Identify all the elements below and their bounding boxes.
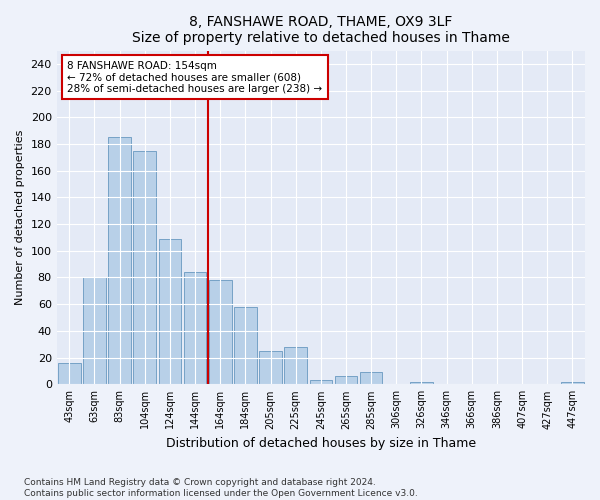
Y-axis label: Number of detached properties: Number of detached properties xyxy=(15,130,25,305)
Bar xyxy=(561,382,584,384)
Bar xyxy=(108,138,131,384)
Bar xyxy=(335,376,358,384)
Bar xyxy=(184,272,206,384)
Text: Contains HM Land Registry data © Crown copyright and database right 2024.
Contai: Contains HM Land Registry data © Crown c… xyxy=(24,478,418,498)
Bar xyxy=(284,347,307,385)
Text: 8 FANSHAWE ROAD: 154sqm
← 72% of detached houses are smaller (608)
28% of semi-d: 8 FANSHAWE ROAD: 154sqm ← 72% of detache… xyxy=(67,60,322,94)
Bar xyxy=(234,307,257,384)
Bar xyxy=(410,382,433,384)
Bar xyxy=(58,363,80,384)
Bar xyxy=(360,372,382,384)
Title: 8, FANSHAWE ROAD, THAME, OX9 3LF
Size of property relative to detached houses in: 8, FANSHAWE ROAD, THAME, OX9 3LF Size of… xyxy=(132,15,510,45)
Bar xyxy=(133,150,156,384)
Bar xyxy=(158,239,181,384)
Bar xyxy=(209,280,232,384)
Bar xyxy=(310,380,332,384)
Bar xyxy=(83,278,106,384)
X-axis label: Distribution of detached houses by size in Thame: Distribution of detached houses by size … xyxy=(166,437,476,450)
Bar xyxy=(259,351,282,384)
